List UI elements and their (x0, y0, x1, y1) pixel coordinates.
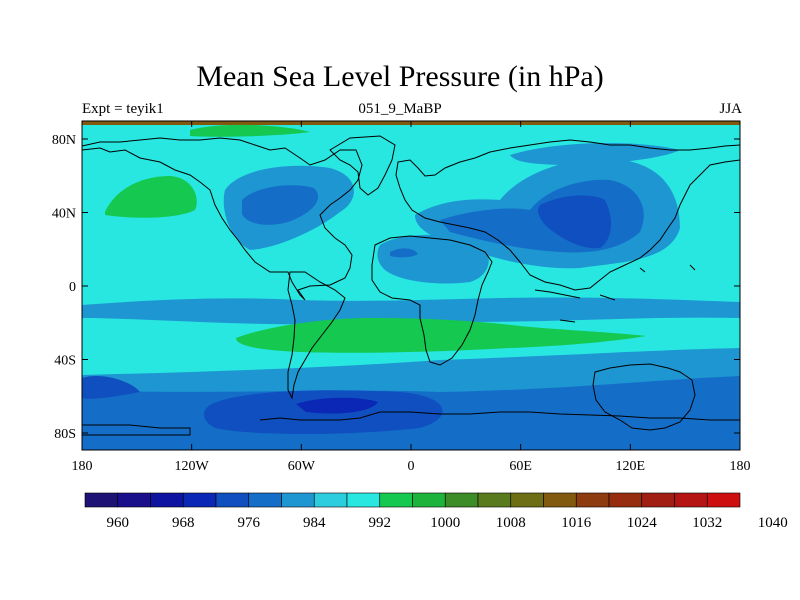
australia-coast (592, 363, 696, 431)
arctic-low (510, 143, 680, 165)
lon-tick-label: 60W (288, 459, 316, 474)
colorbar-label: 960 (107, 515, 130, 531)
colorbar-swatch (575, 492, 610, 508)
colorbar-swatch (346, 492, 381, 508)
colorbar-swatch (248, 492, 282, 508)
colorbar-label: 1008 (496, 515, 526, 531)
saharan-low-core (390, 248, 418, 258)
lat-tick-label: 0 (69, 280, 76, 295)
colorbar-swatch (706, 492, 741, 508)
africa-coast (371, 235, 493, 366)
lon-tick-label: 180 (72, 459, 93, 474)
experiment-label: Expt = teyik1 (82, 101, 164, 117)
lon-tick-label: 0 (408, 459, 415, 474)
antarctica-coast (82, 411, 740, 436)
north-america-coast (82, 137, 363, 301)
arctic-high (190, 124, 310, 137)
colorbar-swatch (674, 492, 708, 508)
colorbar-swatch (84, 492, 119, 508)
period-label: 051_9_MaBP (358, 101, 442, 117)
colorbar: 960 968 976 984 992 1000 1008 1016 1024 1032 1040 (84, 492, 788, 531)
colorbar-label: 976 (238, 515, 261, 531)
colorbar-label: 1032 (692, 515, 722, 531)
colorbar-swatch (215, 492, 250, 508)
asian-low-core (537, 195, 612, 249)
colorbar-label: 968 (172, 515, 195, 531)
greenland-coast (329, 135, 396, 196)
season-label: JJA (719, 101, 742, 117)
eurasia-coast (395, 139, 740, 291)
lat-tick-label: 40S (54, 354, 76, 369)
lat-tick-label: 40N (52, 207, 76, 222)
colorbar-swatch (313, 492, 348, 508)
colorbar-swatch (641, 492, 675, 508)
colorbar-swatch (412, 492, 446, 508)
colorbar-swatch (281, 492, 315, 508)
longitude-axis: 180 120W 60W 0 60E 120E 180 (72, 121, 751, 474)
tropical-band (82, 297, 740, 325)
colorbar-swatch (379, 492, 413, 508)
lon-tick-label: 120W (175, 459, 210, 474)
colorbar-swatch (150, 492, 184, 508)
colorbar-label: 1016 (561, 515, 592, 531)
lon-tick-label: 120E (616, 459, 646, 474)
colorbar-swatch (117, 492, 151, 508)
asian-islands (534, 264, 696, 323)
saharan-low-outer (377, 234, 489, 284)
colorbar-label: 984 (303, 515, 326, 531)
lon-tick-label: 60E (509, 459, 532, 474)
subtropical-high-south (236, 318, 646, 353)
colorbar-swatch (444, 492, 479, 508)
colorbar-swatch (182, 492, 217, 508)
map-fill (82, 121, 740, 450)
colorbar-label: 992 (369, 515, 392, 531)
southern-low-core (82, 375, 140, 399)
coastlines (82, 135, 740, 436)
colorbar-label: 1040 (758, 515, 788, 531)
south-america-coast (287, 271, 346, 400)
north-atlantic-low-inner (242, 185, 319, 225)
colorbar-label: 1000 (430, 515, 460, 531)
latitude-axis: 80N 40N 0 40S 80S (52, 133, 740, 442)
colorbar-swatch (510, 492, 544, 508)
north-pacific-high (105, 176, 197, 218)
colorbar-swatch (608, 492, 643, 508)
lat-tick-label: 80S (54, 427, 76, 442)
colorbar-label: 1024 (627, 515, 658, 531)
lat-tick-label: 80N (52, 133, 76, 148)
lon-tick-label: 180 (730, 459, 751, 474)
colorbar-swatch (543, 492, 577, 508)
colorbar-swatch (477, 492, 512, 508)
south-atlantic-low-core (296, 397, 378, 414)
chart-title: Mean Sea Level Pressure (in hPa) (196, 60, 604, 93)
